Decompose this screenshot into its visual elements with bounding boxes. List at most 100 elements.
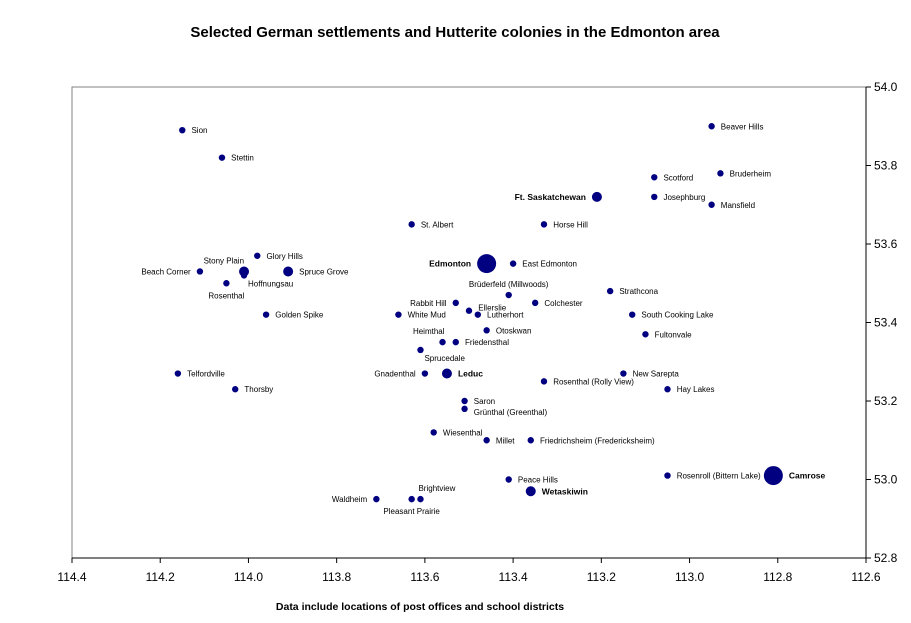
data-point xyxy=(441,368,452,379)
data-point xyxy=(664,472,671,479)
data-point xyxy=(651,174,658,181)
point-label: South Cooking Lake xyxy=(641,311,714,320)
point-label: New Sarepta xyxy=(633,370,680,379)
point-label: Peace Hills xyxy=(518,476,558,485)
point-label: Ellerslie xyxy=(478,304,507,313)
data-point xyxy=(708,123,715,130)
data-point xyxy=(232,386,239,393)
plot-area xyxy=(71,86,867,559)
y-tick-label: 53.8 xyxy=(874,159,898,173)
data-point xyxy=(708,201,715,208)
point-label: White Mud xyxy=(408,311,446,320)
data-point xyxy=(240,272,248,279)
data-point xyxy=(373,495,380,503)
point-label: Friedensthal xyxy=(465,338,509,347)
data-point xyxy=(452,338,459,346)
data-point xyxy=(421,370,429,377)
y-tick-label: 53.2 xyxy=(874,394,898,408)
data-point xyxy=(505,291,512,299)
data-point xyxy=(642,331,649,338)
point-label: Grünthal (Greenthal) xyxy=(474,408,548,417)
point-label: Rosenthal (Rolly View) xyxy=(553,377,634,386)
data-point xyxy=(283,266,294,277)
data-point xyxy=(527,437,534,444)
point-label: Josephburg xyxy=(663,193,705,202)
point-label: Beach Corner xyxy=(141,267,191,276)
x-tick-label: 112.6 xyxy=(851,570,880,584)
point-label: Hay Lakes xyxy=(677,385,715,394)
x-tick-label: 113.6 xyxy=(410,570,439,584)
point-label: Waldheim xyxy=(332,495,368,504)
point-label: Millet xyxy=(496,436,515,445)
data-point xyxy=(196,268,204,275)
point-label: Brüderfeld (Millwoods) xyxy=(469,280,549,289)
point-label: Gnadenthal xyxy=(374,370,416,379)
data-point xyxy=(262,311,270,318)
y-tick-label: 53.6 xyxy=(874,237,898,251)
data-point xyxy=(664,386,671,393)
point-label: Stony Plain xyxy=(204,256,244,265)
data-point xyxy=(417,346,424,354)
data-point xyxy=(606,287,614,295)
x-tick-label: 113.2 xyxy=(587,570,616,584)
data-point xyxy=(408,495,415,503)
axes: 114.4 114.2 114.0 113.8 113.6 113.4 113.2 113.0… xyxy=(57,80,897,584)
y-tick-label: 54.0 xyxy=(874,80,898,94)
data-point xyxy=(483,437,490,444)
point-label: Scotford xyxy=(663,173,693,182)
x-tick-label: 114.2 xyxy=(146,570,175,584)
point-label: Rabbit Hill xyxy=(410,299,447,308)
data-point xyxy=(430,429,437,436)
data-point xyxy=(417,495,424,503)
point-label: St. Albert xyxy=(421,220,454,229)
y-tick-label: 53.4 xyxy=(874,316,898,330)
data-point xyxy=(254,252,261,259)
data-point xyxy=(439,338,446,346)
point-label: East Edmonton xyxy=(522,260,577,269)
data-point xyxy=(465,307,473,314)
point-label: Otoskwan xyxy=(496,326,532,335)
point-label: Heimthal xyxy=(413,327,445,336)
data-point xyxy=(540,221,548,228)
data-point xyxy=(651,193,658,201)
point-label: Beaver Hills xyxy=(721,122,764,131)
point-label: Strathcona xyxy=(619,287,658,296)
point-label: Sion xyxy=(191,126,207,135)
data-point xyxy=(218,154,226,161)
data-point xyxy=(223,280,230,287)
data-point xyxy=(408,221,415,228)
point-label: Fultonvale xyxy=(655,330,692,339)
data-point xyxy=(591,191,602,202)
point-label: Leduc xyxy=(458,369,483,379)
x-tick-label: 113.0 xyxy=(675,570,704,584)
point-label: Camrose xyxy=(789,471,826,481)
x-tick-label: 114.4 xyxy=(57,570,86,584)
point-label: Friedrichsheim (Fredericksheim) xyxy=(540,436,655,445)
data-point xyxy=(717,170,724,177)
point-label: Horse Hill xyxy=(553,220,588,229)
data-point xyxy=(505,476,512,483)
data-point xyxy=(474,311,482,318)
data-point xyxy=(452,299,459,307)
point-label: Golden Spike xyxy=(275,311,324,320)
data-point xyxy=(477,254,497,274)
data-point xyxy=(179,126,186,134)
point-label: Pleasant Prairie xyxy=(383,507,440,516)
point-label: Bruderheim xyxy=(730,169,772,178)
data-point xyxy=(629,311,636,318)
x-tick-label: 113.4 xyxy=(499,570,528,584)
data-point xyxy=(531,299,539,307)
x-tick-label: 113.8 xyxy=(322,570,351,584)
data-point xyxy=(525,486,536,497)
data-point xyxy=(620,370,627,377)
point-label: Mansfield xyxy=(721,201,755,210)
x-tick-label: 112.8 xyxy=(763,570,792,584)
point-label: Wetaskiwin xyxy=(542,486,588,496)
x-axis-label: Data include locations of post offices a… xyxy=(276,601,564,613)
y-tick-label: 53.0 xyxy=(874,473,898,487)
data-point xyxy=(461,397,468,405)
point-label: Lutherhort xyxy=(487,311,524,320)
data-points: Sion Stettin Beaver Hills Bruderheim Scotfor… xyxy=(141,122,825,516)
data-point xyxy=(540,378,548,385)
